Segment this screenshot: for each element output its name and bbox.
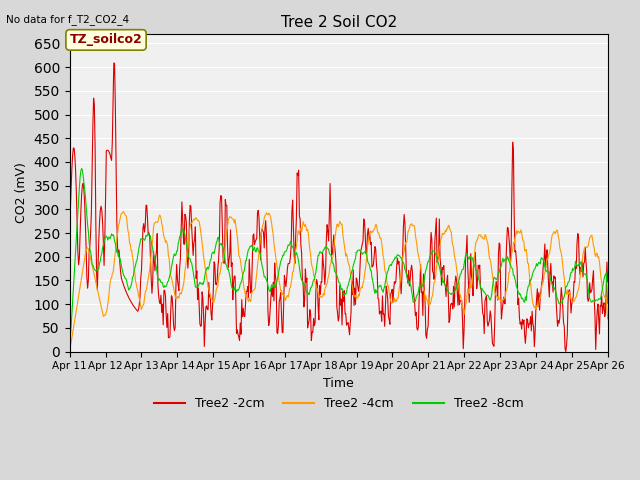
Tree2 -2cm xyxy=(420,290,428,296)
Tree2 -2cm xyxy=(66,262,74,267)
Tree2 -2cm xyxy=(76,255,83,261)
Tree2 -8cm xyxy=(186,256,194,262)
Tree2 -4cm xyxy=(66,346,74,352)
Tree2 -8cm xyxy=(404,280,412,286)
Tree2 -2cm xyxy=(562,348,570,354)
Tree2 -8cm xyxy=(66,341,74,347)
Tree2 -2cm xyxy=(110,60,118,66)
Tree2 -2cm xyxy=(604,279,612,285)
Tree2 -4cm xyxy=(132,278,140,284)
Y-axis label: CO2 (mV): CO2 (mV) xyxy=(15,162,28,223)
Tree2 -2cm xyxy=(404,267,412,273)
Tree2 -8cm xyxy=(132,262,140,268)
Tree2 -2cm xyxy=(132,306,140,312)
Legend: Tree2 -2cm, Tree2 -4cm, Tree2 -8cm: Tree2 -2cm, Tree2 -4cm, Tree2 -8cm xyxy=(148,392,529,415)
Line: Tree2 -8cm: Tree2 -8cm xyxy=(70,168,608,344)
Tree2 -8cm xyxy=(420,276,428,282)
Tree2 -8cm xyxy=(76,184,83,190)
Tree2 -8cm xyxy=(78,166,86,171)
Line: Tree2 -4cm: Tree2 -4cm xyxy=(70,212,608,349)
Tree2 -8cm xyxy=(215,234,223,240)
Tree2 -4cm xyxy=(76,288,83,294)
Tree2 -4cm xyxy=(404,228,412,233)
X-axis label: Time: Time xyxy=(323,377,354,390)
Text: No data for f_T2_CO2_4: No data for f_T2_CO2_4 xyxy=(6,14,129,25)
Tree2 -4cm xyxy=(420,289,428,295)
Tree2 -2cm xyxy=(215,257,223,263)
Tree2 -4cm xyxy=(215,276,223,281)
Tree2 -4cm xyxy=(186,223,194,229)
Tree2 -4cm xyxy=(604,316,612,322)
Tree2 -8cm xyxy=(604,300,612,306)
Text: TZ_soilco2: TZ_soilco2 xyxy=(70,34,143,47)
Title: Tree 2 Soil CO2: Tree 2 Soil CO2 xyxy=(280,15,397,30)
Tree2 -2cm xyxy=(186,203,194,208)
Line: Tree2 -2cm: Tree2 -2cm xyxy=(70,63,608,351)
Tree2 -4cm xyxy=(120,209,127,215)
